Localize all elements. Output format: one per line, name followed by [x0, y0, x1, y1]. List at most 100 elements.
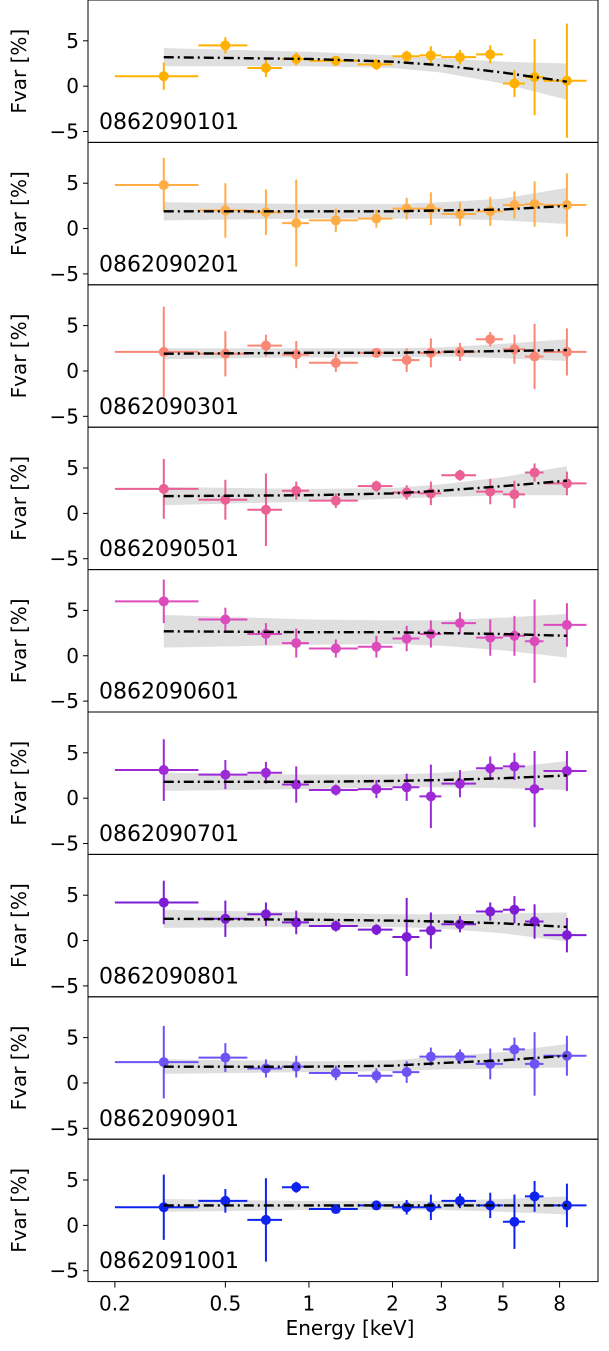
y-tick-label: −5 [50, 547, 79, 571]
data-marker [401, 51, 412, 62]
model-confidence-band [163, 339, 567, 361]
data-point [392, 50, 420, 62]
data-marker [260, 628, 271, 639]
y-tick-label: −5 [50, 689, 79, 713]
data-marker [401, 633, 412, 644]
data-marker [220, 40, 231, 51]
x-axis-label: Energy [keV] [286, 1316, 415, 1340]
data-marker [330, 55, 341, 66]
data-point [282, 628, 309, 658]
data-marker [425, 1051, 436, 1062]
data-point [308, 208, 358, 233]
data-point [308, 639, 358, 658]
data-marker [401, 1067, 412, 1078]
data-marker [509, 630, 520, 641]
observation-id-label: 0862090901 [99, 1107, 239, 1132]
data-marker [485, 763, 496, 774]
data-point [114, 880, 199, 925]
data-point [114, 579, 199, 624]
model-line [163, 1054, 568, 1068]
y-axis-label: Fvar [%] [7, 314, 31, 399]
y-tick-label: −5 [50, 120, 79, 144]
data-marker [371, 1200, 382, 1211]
data-marker [425, 50, 436, 61]
data-marker [509, 344, 520, 355]
y-axis-label: Fvar [%] [7, 1168, 31, 1253]
data-point [282, 481, 309, 500]
x-tick-label: 5 [497, 1292, 510, 1316]
data-point [524, 181, 544, 227]
data-marker [220, 614, 231, 625]
data-point [441, 770, 477, 798]
data-point [357, 924, 393, 936]
data-point [441, 612, 477, 634]
data-marker [220, 494, 231, 505]
data-marker [330, 357, 341, 368]
model-line [163, 917, 567, 929]
data-marker [330, 1067, 341, 1078]
data-point [419, 912, 442, 949]
data-marker [485, 632, 496, 643]
data-point [357, 480, 393, 492]
data-marker [291, 349, 302, 360]
data-point [198, 37, 248, 54]
data-point [198, 479, 248, 520]
data-marker [401, 1202, 412, 1213]
panel-0862090901: −5 0 5 Fvar [%] 0862090901 [7, 996, 599, 1140]
data-marker [260, 909, 271, 920]
data-marker [158, 596, 169, 607]
y-tick-label: −5 [50, 974, 79, 998]
data-point [308, 493, 358, 508]
data-point [247, 473, 283, 547]
data-marker [529, 72, 540, 83]
data-marker [529, 467, 540, 478]
observation-id-label: 0862090801 [99, 964, 239, 989]
data-marker [454, 209, 465, 220]
data-marker [454, 618, 465, 629]
data-marker [529, 1191, 540, 1202]
data-point [114, 306, 199, 398]
data-point [524, 463, 544, 482]
data-point [543, 471, 587, 496]
data-point [502, 1037, 525, 1062]
data-marker [509, 199, 520, 210]
y-axis-label: Fvar [%] [7, 171, 31, 256]
observation-id-label: 0862091001 [99, 1249, 239, 1274]
data-point [114, 458, 199, 519]
y-axis-label: Fvar [%] [7, 598, 31, 683]
y-axis-label: Fvar [%] [7, 456, 31, 541]
data-point [392, 625, 420, 652]
data-marker [401, 931, 412, 942]
x-tick-label: 0.5 [209, 1292, 241, 1316]
panels-group: −5 0 5 Fvar [%] 0862090101 −5 0 5 Fvar [%] 086209… [7, 0, 599, 1283]
y-tick-label: 0 [66, 1213, 79, 1237]
data-point [502, 480, 525, 508]
x-tick-label: 0.2 [99, 1292, 131, 1316]
model-line [163, 774, 567, 784]
data-point [441, 1049, 477, 1064]
y-tick-label: −5 [50, 1259, 79, 1283]
y-tick-label: 0 [66, 1071, 79, 1095]
data-marker [509, 489, 520, 500]
data-marker [561, 199, 572, 210]
data-point [524, 1032, 544, 1096]
data-point [543, 751, 587, 791]
data-point [476, 756, 503, 781]
data-marker [371, 347, 382, 358]
data-point [114, 1025, 199, 1099]
panel-0862090701: −5 0 5 Fvar [%] 0862090701 [7, 711, 599, 856]
data-marker [158, 180, 169, 191]
data-point [441, 202, 477, 226]
data-point [524, 751, 544, 828]
y-tick-label: 0 [66, 786, 79, 810]
data-marker [158, 765, 169, 776]
panel-0862090201: −5 0 5 Fvar [%] 0862090201 [7, 141, 599, 286]
data-point [114, 157, 199, 213]
y-tick-label: −5 [50, 832, 79, 856]
panel-0862090501: −5 0 5 Fvar [%] 0862090501 [7, 426, 599, 571]
data-point [419, 1194, 442, 1220]
data-point [543, 328, 587, 376]
panel-0862090101: −5 0 5 Fvar [%] 0862090101 [7, 0, 599, 144]
data-point [282, 766, 309, 803]
